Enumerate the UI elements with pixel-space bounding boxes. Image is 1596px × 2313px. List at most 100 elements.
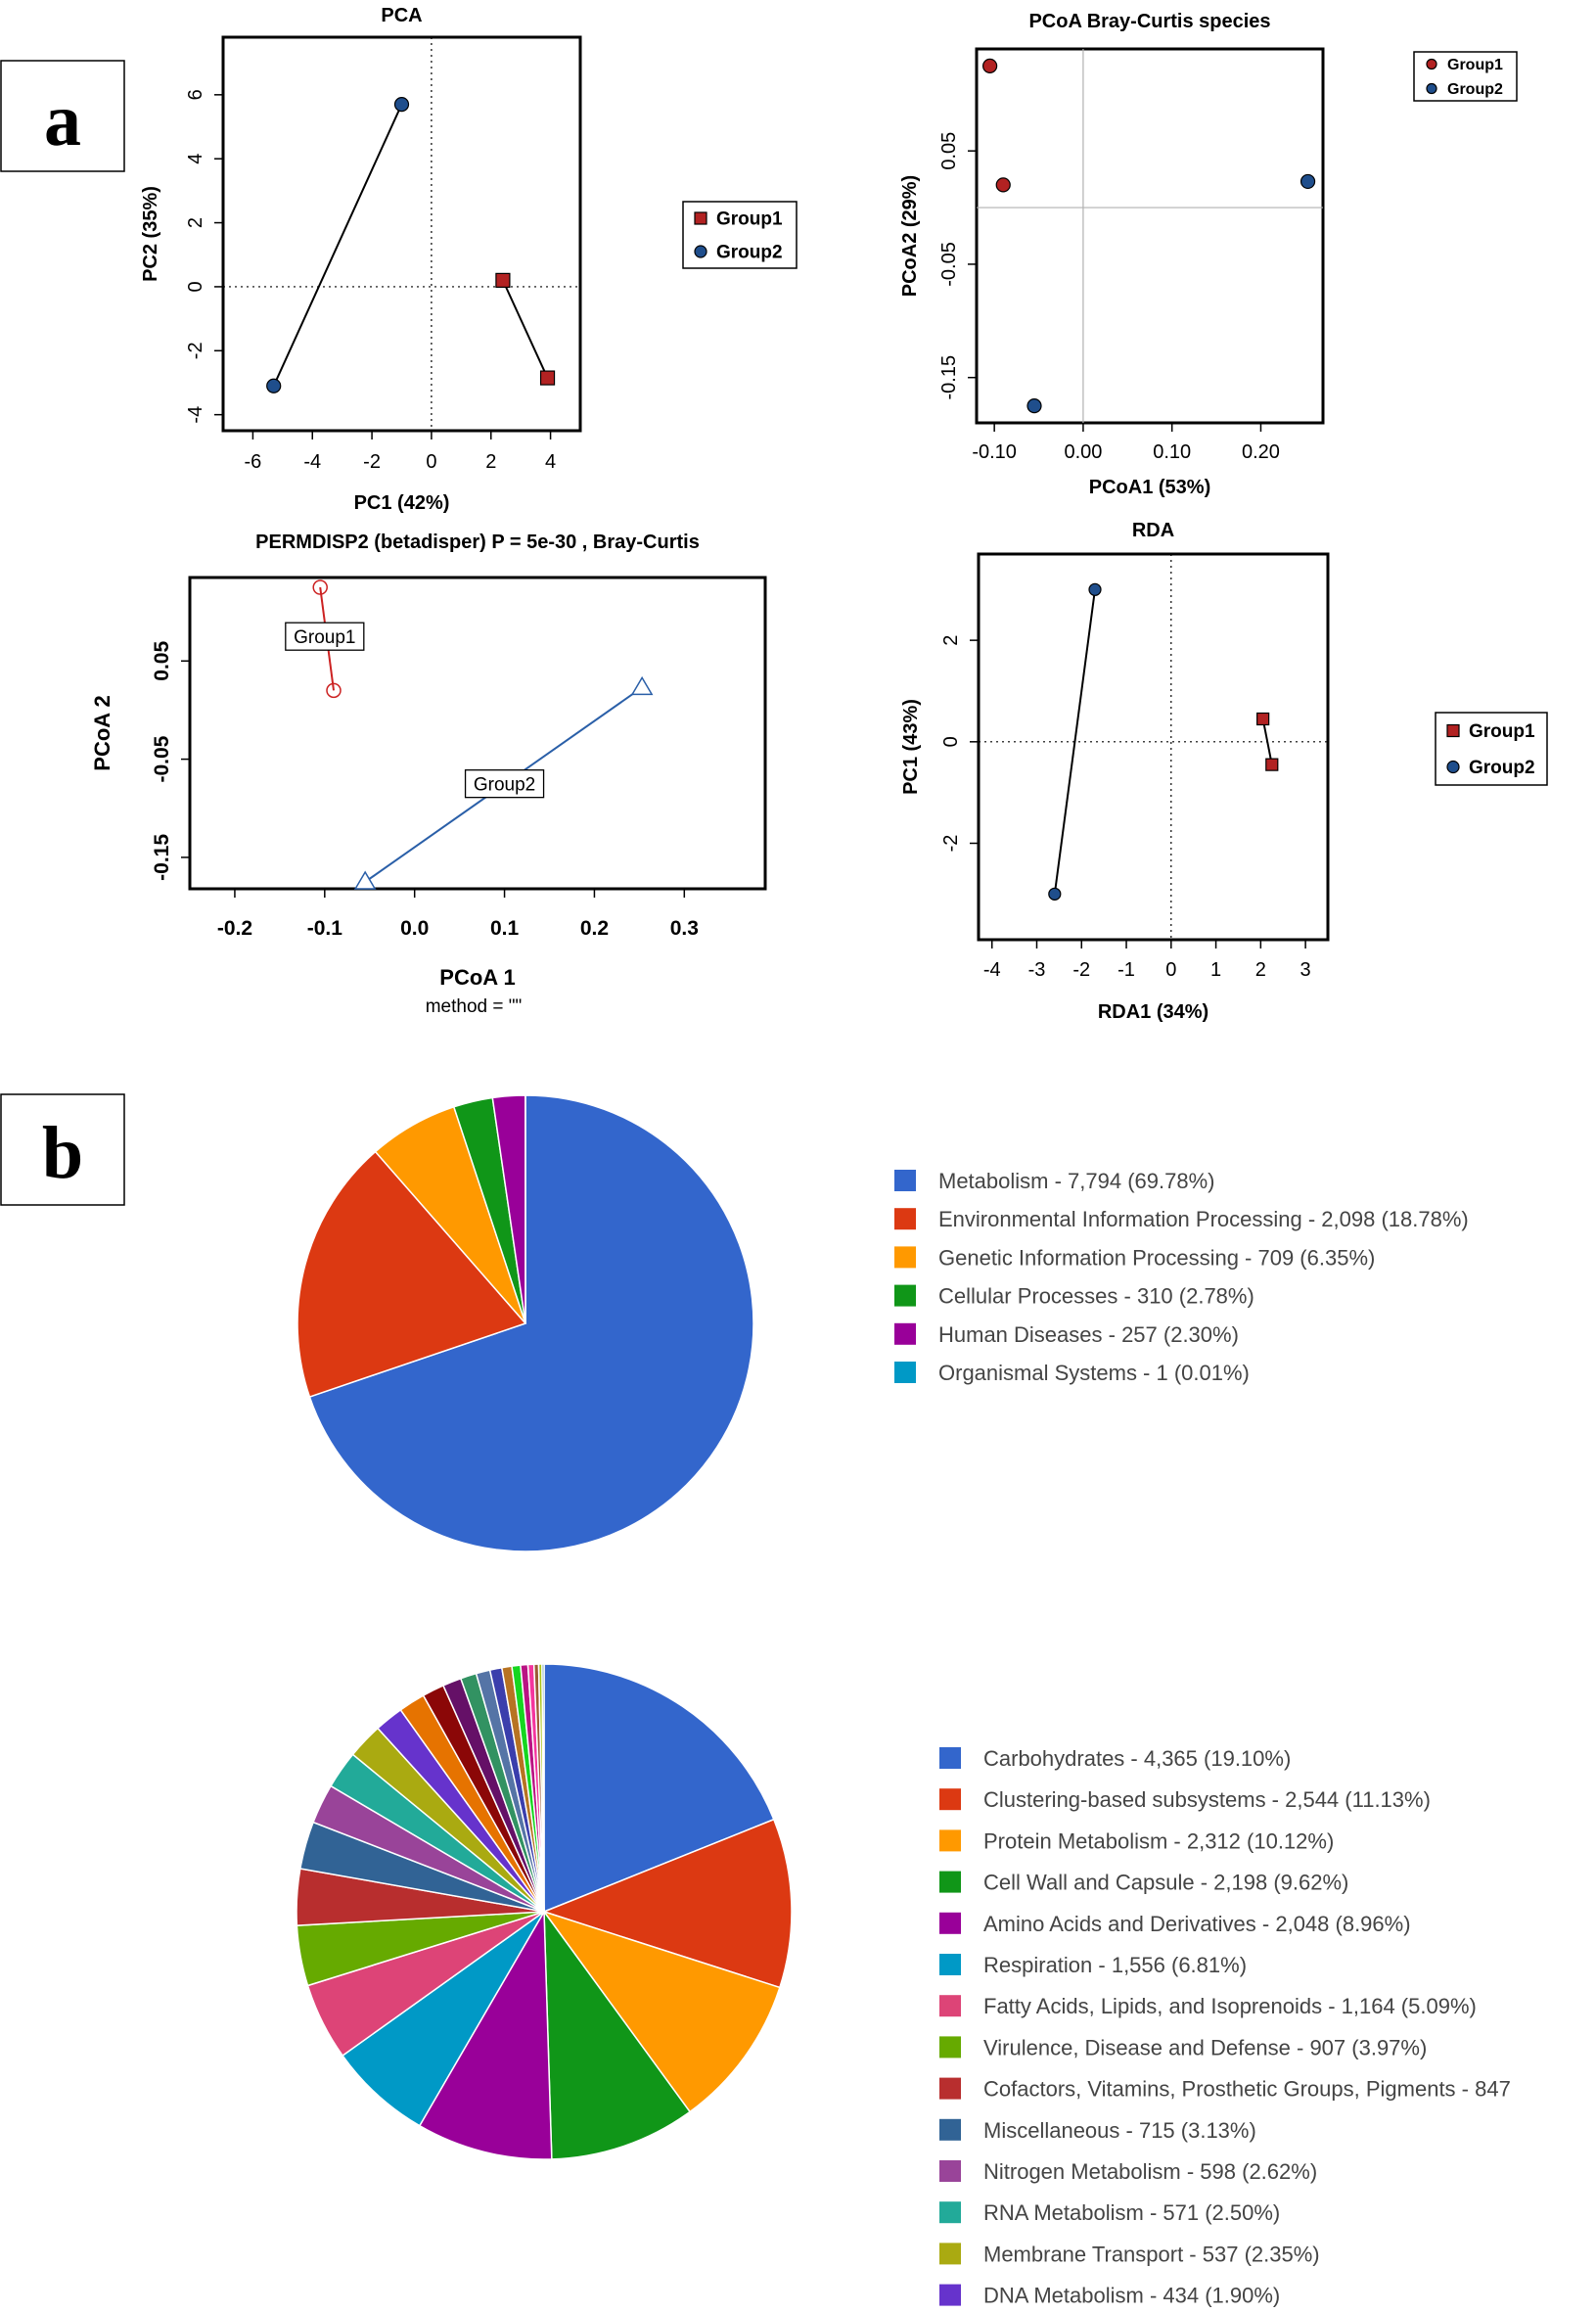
data-point xyxy=(539,370,556,386)
legend-swatch xyxy=(939,2118,961,2141)
x-tick-label: -4 xyxy=(303,451,321,473)
legend-label: Genetic Information Processing - 709 (6.… xyxy=(938,1245,1375,1270)
legend-swatch xyxy=(939,1995,961,2017)
data-point xyxy=(393,97,410,113)
x-tick-label: 0.2 xyxy=(580,917,609,940)
legend-label: Cell Wall and Capsule - 2,198 (9.62%) xyxy=(983,1871,1348,1895)
y-tick-label: 6 xyxy=(185,89,206,100)
y-tick-label: -2 xyxy=(185,342,206,359)
group-centroid-label-box xyxy=(285,622,365,651)
x-tick-label: -0.1 xyxy=(307,917,343,940)
legend-entry: Group2 xyxy=(716,243,783,263)
x-tick-label: -6 xyxy=(245,451,262,473)
data-point xyxy=(1446,760,1460,774)
legend-swatch xyxy=(939,2243,961,2265)
legend-swatch xyxy=(939,2201,961,2224)
y-tick-label: 0 xyxy=(940,736,962,747)
x-tick-label: 1 xyxy=(1210,959,1221,981)
chart-title: PERMDISP2 (betadisper) P = 5e-30 , Bray-… xyxy=(255,532,700,553)
legend-swatch xyxy=(894,1362,916,1383)
chart-title: PCA xyxy=(381,5,422,26)
legend-swatch xyxy=(894,1322,916,1345)
pie-slice xyxy=(541,1818,793,1989)
data-point xyxy=(1026,398,1042,414)
legend-swatch xyxy=(939,1829,961,1852)
legend-entry: Group1 xyxy=(1469,721,1535,742)
legend-entry: Group2 xyxy=(1447,81,1503,98)
legend-swatch xyxy=(894,1246,916,1269)
legend-swatch xyxy=(894,1170,916,1191)
legend-label: Virulence, Disease and Defense - 907 (3.… xyxy=(983,2035,1427,2059)
x-axis-label: RDA1 (34%) xyxy=(1098,1001,1208,1023)
x-tick-label: 0.20 xyxy=(1242,441,1280,463)
legend-entry: Group1 xyxy=(1447,57,1503,73)
chart-title: PCoA Bray-Curtis species xyxy=(1028,11,1270,32)
data-point xyxy=(694,211,707,225)
permdisp-chart: PERMDISP2 (betadisper) P = 5e-30 , Bray-… xyxy=(90,532,767,1017)
legend-label: Human Diseases - 257 (2.30%) xyxy=(938,1322,1239,1347)
legend-swatch xyxy=(939,1747,961,1769)
pcoa-chart: PCoA Bray-Curtis species -0.10 0.00 0.10 0.2… xyxy=(899,11,1518,498)
pie-slice xyxy=(543,1663,775,1914)
plot-frame xyxy=(221,35,582,433)
legend-label: Cofactors, Vitamins, Prosthetic Groups, … xyxy=(983,2077,1511,2102)
x-tick-label: 2 xyxy=(485,451,496,473)
legend-swatch xyxy=(939,2036,961,2059)
y-tick-label: -0.15 xyxy=(938,355,960,400)
x-tick-label: -3 xyxy=(1028,959,1046,981)
panel-label-a: a xyxy=(0,60,125,172)
data-point xyxy=(1300,173,1316,190)
pie-slice xyxy=(418,1909,553,2160)
x-axis-label: PCoA 1 xyxy=(439,965,515,990)
y-tick-label: -2 xyxy=(940,835,962,853)
y-axis-label: PCoA2 (29%) xyxy=(899,175,921,297)
pie-slice xyxy=(542,1910,781,2113)
kegg-pie-chart: Metabolism - 7,794 (69.78%) Environmental… xyxy=(296,1094,1469,1552)
legend-swatch xyxy=(939,2077,961,2100)
chart-title: RDA xyxy=(1132,520,1174,541)
group-connector xyxy=(1053,589,1096,895)
y-tick-label: -0.05 xyxy=(938,242,960,287)
pie-slice xyxy=(541,1663,545,1913)
pca-chart: PCA -6 -4 -2 0 2 4 -4 -2 0 2 4 6 PC1 (42%) PC2 (35%) Gr… xyxy=(140,5,798,514)
legend-swatch xyxy=(939,1788,961,1811)
data-point xyxy=(995,177,1011,193)
data-point xyxy=(630,675,654,696)
pie-slice xyxy=(308,1094,754,1552)
x-tick-label: -2 xyxy=(1072,959,1090,981)
x-tick-label: 4 xyxy=(545,451,556,473)
x-tick-label: -1 xyxy=(1117,959,1135,981)
y-axis-label: PC2 (35%) xyxy=(140,186,161,282)
legend-swatch xyxy=(939,2284,961,2306)
legend-label: Cellular Processes - 310 (2.78%) xyxy=(938,1284,1254,1309)
legend-swatch xyxy=(894,1208,916,1230)
x-axis-label: PCoA1 (53%) xyxy=(1089,477,1210,498)
data-point xyxy=(326,682,342,699)
legend-swatch xyxy=(939,1871,961,1893)
group-centroid-label: Group1 xyxy=(294,627,355,648)
legend-label: Membrane Transport - 537 (2.35%) xyxy=(983,2242,1320,2266)
legend-label: Amino Acids and Derivatives - 2,048 (8.9… xyxy=(983,1912,1411,1936)
legend-swatch xyxy=(939,1954,961,1975)
y-tick-label: -0.05 xyxy=(151,735,173,782)
x-tick-label: 0 xyxy=(1165,959,1176,981)
x-tick-label: -4 xyxy=(983,959,1001,981)
x-tick-label: 0.00 xyxy=(1064,441,1102,463)
legend-label: Fatty Acids, Lipids, and Isoprenoids - 1… xyxy=(983,1994,1477,2018)
legend-label: Nitrogen Metabolism - 598 (2.62%) xyxy=(983,2159,1317,2184)
panel-label-a-text: a xyxy=(44,79,81,162)
legend-label: Clustering-based subsystems - 2,544 (11.… xyxy=(983,1787,1431,1812)
data-point xyxy=(353,870,377,890)
pie-slice xyxy=(296,1150,527,1398)
group-connector xyxy=(502,279,549,379)
group-centroid-label: Group2 xyxy=(474,775,535,796)
legend-label: Environmental Information Processing - 2… xyxy=(938,1207,1469,1231)
y-tick-label: 0.05 xyxy=(938,132,960,170)
x-axis-sublabel: method = "" xyxy=(426,996,523,1017)
x-tick-label: 0.0 xyxy=(400,917,429,940)
y-tick-label: -4 xyxy=(185,406,206,424)
y-tick-label: 4 xyxy=(185,154,206,164)
y-axis-label: PCoA 2 xyxy=(90,695,114,770)
plot-frame xyxy=(977,552,1330,942)
y-tick-label: 0 xyxy=(185,281,206,292)
